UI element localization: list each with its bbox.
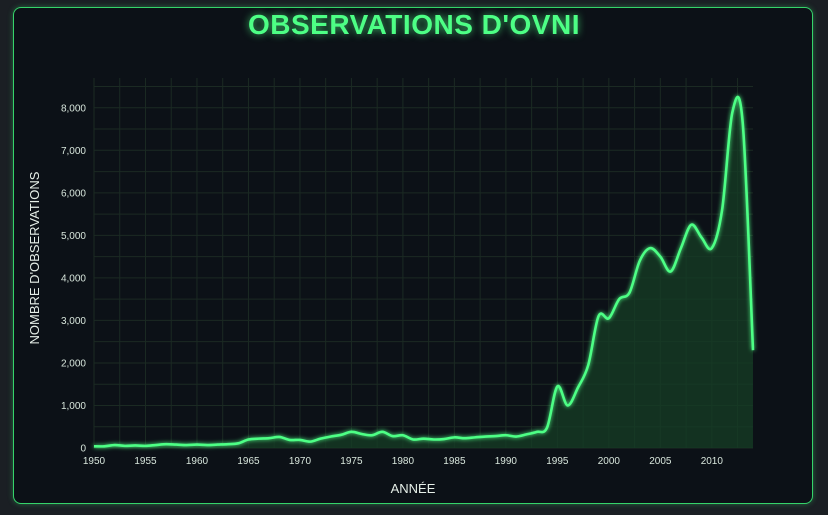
area-layer xyxy=(93,95,755,448)
y-tick-label: 6,000 xyxy=(61,188,86,199)
grid xyxy=(93,78,753,449)
y-tick-label: 8,000 xyxy=(61,103,86,114)
x-tick-label: 2005 xyxy=(649,456,672,467)
y-tick-label: 0 xyxy=(80,444,86,455)
tick-labels: 1950 1955 1960 1965 1970 1975 1980 1985 1990 1995… xyxy=(61,103,723,467)
y-tick-label: 3,000 xyxy=(61,316,86,327)
x-tick-label: 1950 xyxy=(83,456,106,467)
chart-title: OBSERVATIONS D'OVNI xyxy=(248,9,580,40)
x-tick-label: 1970 xyxy=(289,456,312,467)
y-tick-label: 2,000 xyxy=(61,358,86,369)
x-tick-label: 1960 xyxy=(186,456,209,467)
x-tick-label: 1980 xyxy=(392,456,415,467)
plot-frame xyxy=(92,76,755,450)
series-area xyxy=(94,96,753,448)
x-tick-label: 1965 xyxy=(237,456,260,467)
y-tick-label: 7,000 xyxy=(61,146,86,157)
y-tick-label: 5,000 xyxy=(61,231,86,242)
series-line xyxy=(93,95,755,448)
x-tick-label: 1955 xyxy=(134,456,157,467)
y-axis-label: NOMBRE D'OBSERVATIONS xyxy=(27,171,42,344)
x-tick-label: 1985 xyxy=(443,456,466,467)
y-tick-label: 4,000 xyxy=(61,273,86,284)
x-tick-label: 2000 xyxy=(598,456,621,467)
y-tick-label: 1,000 xyxy=(61,401,86,412)
x-tick-label: 1995 xyxy=(546,456,569,467)
x-tick-label: 1990 xyxy=(495,456,518,467)
x-tick-label: 1975 xyxy=(340,456,363,467)
x-tick-label: 2010 xyxy=(701,456,724,467)
x-axis-label: ANNÉE xyxy=(391,481,436,496)
